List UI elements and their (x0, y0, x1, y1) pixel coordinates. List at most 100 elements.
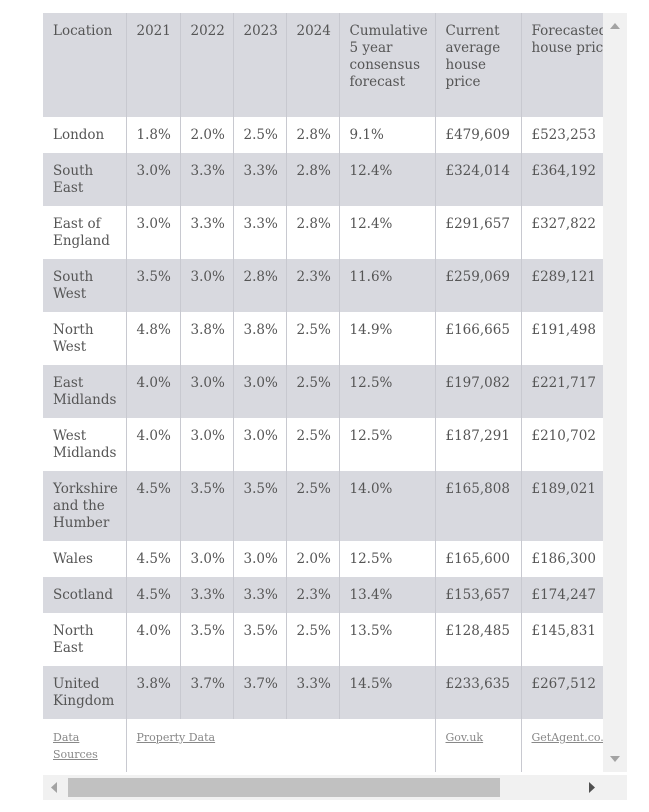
value-cell: £197,082 (434, 365, 521, 418)
value-cell: £166,665 (434, 312, 521, 365)
value-cell: 13.4% (338, 577, 435, 613)
header-cell: Cumulative 5 year consensus forecast (338, 13, 435, 117)
header-cell: Current average house price (434, 13, 521, 117)
data-row: West Midlands 4.0% 3.0% 3.0% 2.5% 12.5% £187,2… (43, 418, 603, 471)
value-cell: 14.9% (338, 312, 435, 365)
value-cell: 2.0% (179, 117, 233, 153)
location-cell: North West (43, 312, 126, 365)
value-cell: £165,808 (434, 471, 521, 541)
sources-label[interactable]: Data Sources (53, 731, 98, 761)
header-cell: 2022 (179, 13, 233, 117)
value-cell: 4.0% (125, 365, 180, 418)
value-cell: £233,635 (434, 666, 521, 719)
scroll-arrows (610, 23, 620, 762)
location-cell: East of England (43, 206, 126, 259)
value-cell: 3.0% (232, 418, 286, 471)
value-cell: 2.5% (285, 312, 339, 365)
data-row: Wales 4.5% 3.0% 3.0% 2.0% 12.5% £165,600 £186,3… (43, 541, 603, 577)
value-cell: 2.3% (285, 577, 339, 613)
data-row: South East 3.0% 3.3% 3.3% 2.8% 12.4% £324,014 £… (43, 153, 603, 206)
value-cell: 4.0% (125, 613, 180, 666)
data-row: South West 3.5% 3.0% 2.8% 2.3% 11.6% £259,069 £… (43, 259, 603, 312)
value-cell: 9.1% (338, 117, 435, 153)
value-cell: £479,609 (434, 117, 521, 153)
header-row: Location 2021 2022 2023 2024 Cumulative 5 yea… (43, 13, 603, 117)
data-row: Yorkshire and the Humber 4.5% 3.5% 3.5% 2.5%… (43, 471, 603, 541)
value-cell: 3.8% (179, 312, 233, 365)
source-link[interactable]: Gov.uk (445, 731, 484, 744)
value-cell: 2.5% (285, 613, 339, 666)
value-cell: 3.0% (125, 153, 180, 206)
value-cell: 3.3% (179, 206, 233, 259)
value-cell: 12.5% (338, 365, 435, 418)
sources-cell: Data Sources (43, 719, 126, 772)
value-cell: £267,512 (520, 666, 603, 719)
value-cell: 3.8% (232, 312, 286, 365)
source-cell: Property Data (125, 719, 435, 772)
value-cell: £289,121 (520, 259, 603, 312)
value-cell: 3.8% (125, 666, 180, 719)
value-cell: 3.0% (232, 541, 286, 577)
value-cell: £145,831 (520, 613, 603, 666)
source-link[interactable]: Property Data (136, 731, 216, 744)
value-cell: 11.6% (338, 259, 435, 312)
value-cell: 2.5% (285, 418, 339, 471)
data-row: London 1.8% 2.0% 2.5% 2.8% 9.1% £479,609 £523,2… (43, 117, 603, 153)
value-cell: 4.5% (125, 577, 180, 613)
value-cell: £210,702 (520, 418, 603, 471)
location-cell: North East (43, 613, 126, 666)
value-cell: 3.0% (125, 206, 180, 259)
value-cell: £327,822 (520, 206, 603, 259)
value-cell: £187,291 (434, 418, 521, 471)
data-row: Scotland 4.5% 3.3% 3.3% 2.3% 13.4% £153,657 £17… (43, 577, 603, 613)
header-cell: 2023 (232, 13, 286, 117)
source-cell: GetAgent.co.uk (520, 719, 604, 772)
value-cell: 12.5% (338, 541, 435, 577)
value-cell: 1.8% (125, 117, 180, 153)
header-cell: Forecasted average house price in 2024 (520, 13, 603, 117)
location-cell: Wales (43, 541, 126, 577)
location-cell: West Midlands (43, 418, 126, 471)
value-cell: £291,657 (434, 206, 521, 259)
value-cell: £259,069 (434, 259, 521, 312)
value-cell: 2.8% (285, 117, 339, 153)
data-row: North West 4.8% 3.8% 3.8% 2.5% 14.9% £166,665 £… (43, 312, 603, 365)
value-cell: 3.5% (125, 259, 180, 312)
location-cell: South East (43, 153, 126, 206)
value-cell: 3.7% (179, 666, 233, 719)
value-cell: 2.3% (285, 259, 339, 312)
value-cell: 2.8% (285, 153, 339, 206)
location-cell: Scotland (43, 577, 126, 613)
value-cell: £523,253 (520, 117, 603, 153)
value-cell: £324,014 (434, 153, 521, 206)
location-cell: Yorkshire and the Humber (43, 471, 126, 541)
forecast-table: Location 2021 2022 2023 2024 Cumulative 5 yea… (43, 13, 603, 772)
header-cell: 2021 (125, 13, 180, 117)
value-cell: 3.3% (179, 153, 233, 206)
value-cell: 4.8% (125, 312, 180, 365)
header-cell: 2024 (285, 13, 339, 117)
data-row: United Kingdom 3.8% 3.7% 3.7% 3.3% 14.5% £233,… (43, 666, 603, 719)
value-cell: £364,192 (520, 153, 603, 206)
header-cell: Location (43, 13, 126, 117)
scroll-arrows (51, 782, 595, 793)
location-cell: London (43, 117, 126, 153)
value-cell: 14.0% (338, 471, 435, 541)
vertical-scrollbar[interactable] (603, 13, 627, 772)
scroll-thumb[interactable] (68, 778, 500, 797)
table-viewport: Location 2021 2022 2023 2024 Cumulative 5 yea… (43, 13, 603, 772)
value-cell: 3.3% (232, 153, 286, 206)
value-cell: £128,485 (434, 613, 521, 666)
horizontal-scrollbar[interactable] (43, 775, 627, 800)
source-link[interactable]: GetAgent.co.uk (531, 731, 604, 744)
value-cell: 3.5% (179, 471, 233, 541)
value-cell: 2.8% (285, 206, 339, 259)
value-cell: £153,657 (434, 577, 521, 613)
value-cell: 4.5% (125, 471, 180, 541)
value-cell: 12.4% (338, 206, 435, 259)
value-cell: £186,300 (520, 541, 603, 577)
value-cell: 2.8% (232, 259, 286, 312)
value-cell: 3.7% (232, 666, 286, 719)
value-cell: £165,600 (434, 541, 521, 577)
